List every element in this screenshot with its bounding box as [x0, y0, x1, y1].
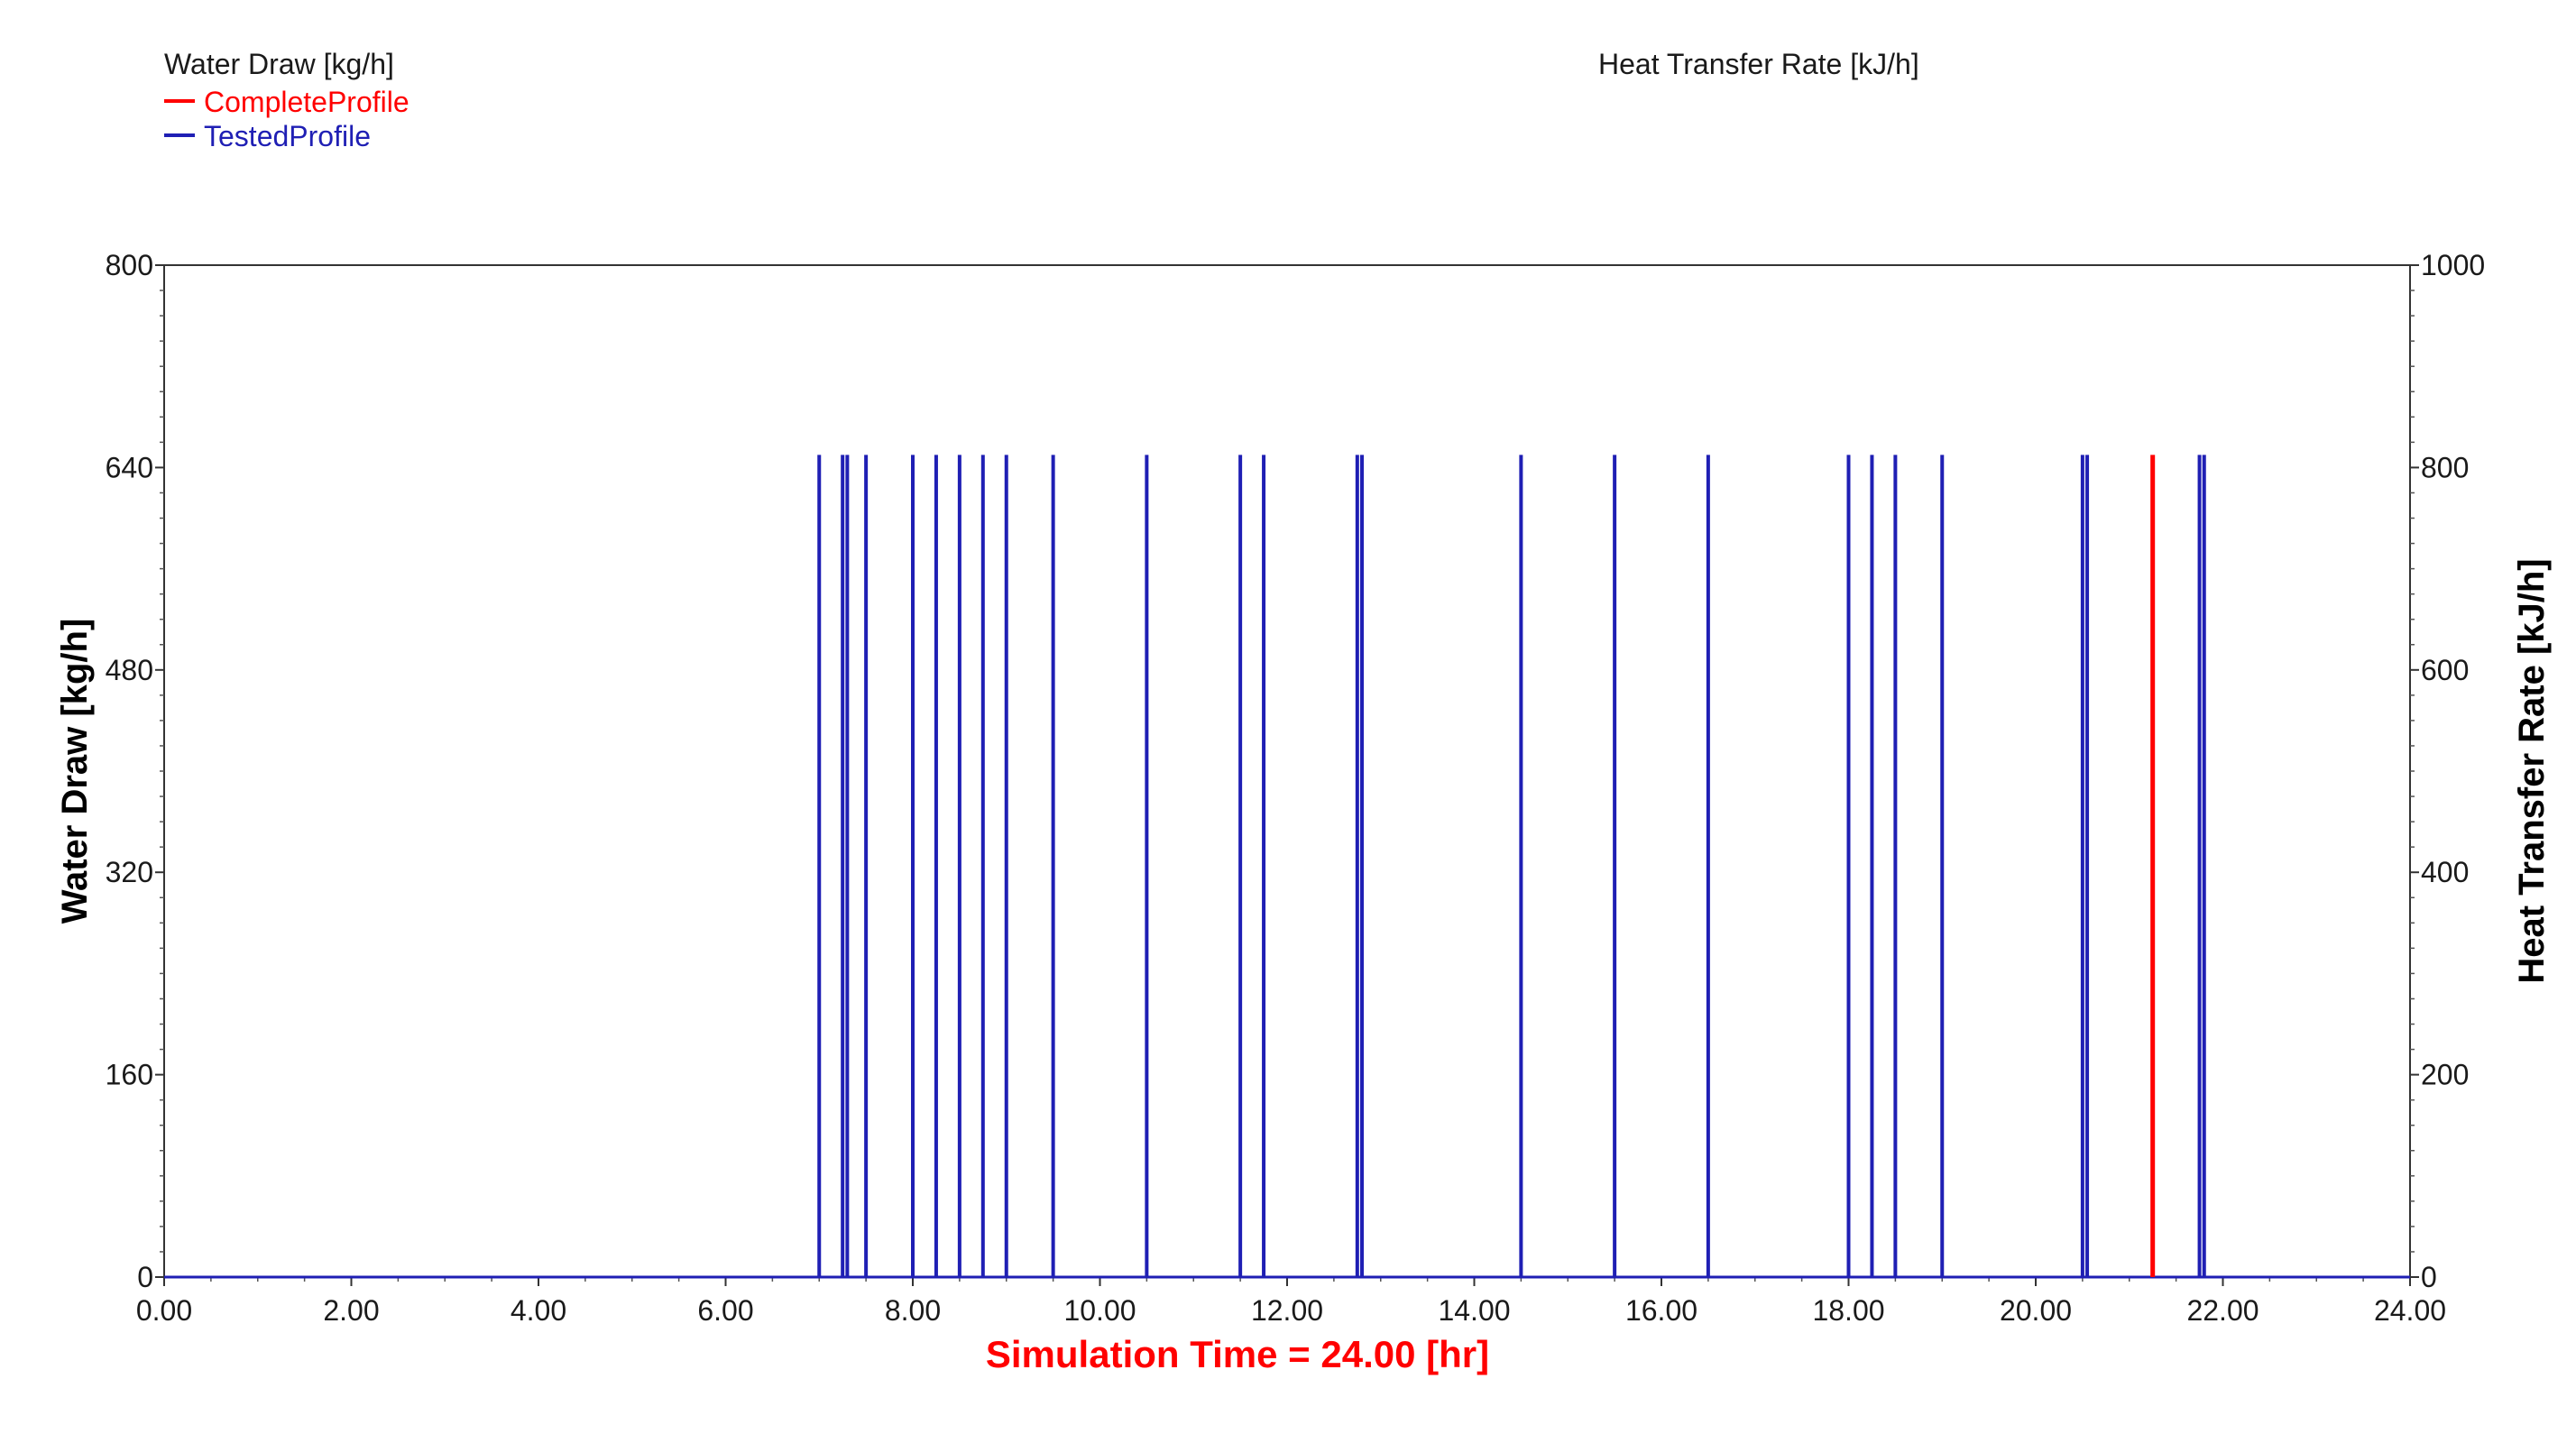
y-left-tick-label: 800: [106, 249, 153, 281]
x-tick-label: 4.00: [511, 1294, 566, 1327]
x-tick-label: 16.00: [1625, 1294, 1697, 1327]
x-tick-label: 20.00: [2000, 1294, 2072, 1327]
legend-complete-label: CompleteProfile: [204, 86, 409, 118]
y-left-tick-label: 480: [106, 654, 153, 686]
y-right-tick-label: 0: [2421, 1261, 2437, 1293]
plot-area: [163, 264, 2411, 1278]
x-tick-label: 2.00: [323, 1294, 379, 1327]
y-left-tick-label: 0: [137, 1261, 153, 1293]
data-series: [164, 455, 2410, 1279]
x-tick-label: 14.00: [1438, 1294, 1510, 1327]
y-left-tick-label: 640: [106, 451, 153, 483]
x-tick-label: 0.00: [136, 1294, 192, 1327]
x-tick-label: 18.00: [1812, 1294, 1884, 1327]
y-right-tick-label: 400: [2421, 856, 2469, 888]
legend-left-title: Water Draw [kg/h]: [164, 48, 394, 80]
x-tick-label: 24.00: [2374, 1294, 2446, 1327]
y-right-tick-label: 1000: [2421, 249, 2485, 281]
x-tick-label: 12.00: [1251, 1294, 1323, 1327]
legend-right-title: Heat Transfer Rate [kJ/h]: [1598, 48, 1919, 80]
legend-tested-label: TestedProfile: [204, 120, 371, 152]
y-right-tick-label: 600: [2421, 654, 2469, 686]
simulation-time-status: Simulation Time = 24.00 [hr]: [986, 1333, 1489, 1375]
y-axis-left: 0 160 320 480 640 800: [106, 249, 164, 1293]
x-tick-label: 22.00: [2186, 1294, 2259, 1327]
x-tick-label: 6.00: [697, 1294, 753, 1327]
y-right-tick-label: 200: [2421, 1059, 2469, 1091]
y-right-tick-label: 800: [2421, 451, 2469, 483]
y-left-tick-label: 160: [106, 1059, 153, 1091]
y-axis-right: 0 200 400 600 800 1000: [2410, 249, 2485, 1293]
y-axis-right-label: Heat Transfer Rate [kJ/h]: [2512, 558, 2552, 983]
x-axis: 0.00 2.00 4.00 6.00 8.00 10.00 12.00 14.00 16.00…: [136, 1277, 2446, 1327]
x-tick-label: 10.00: [1063, 1294, 1136, 1327]
y-axis-left-label: Water Draw [kg/h]: [55, 619, 95, 924]
y-left-tick-label: 320: [106, 856, 153, 888]
x-tick-label: 8.00: [885, 1294, 941, 1327]
